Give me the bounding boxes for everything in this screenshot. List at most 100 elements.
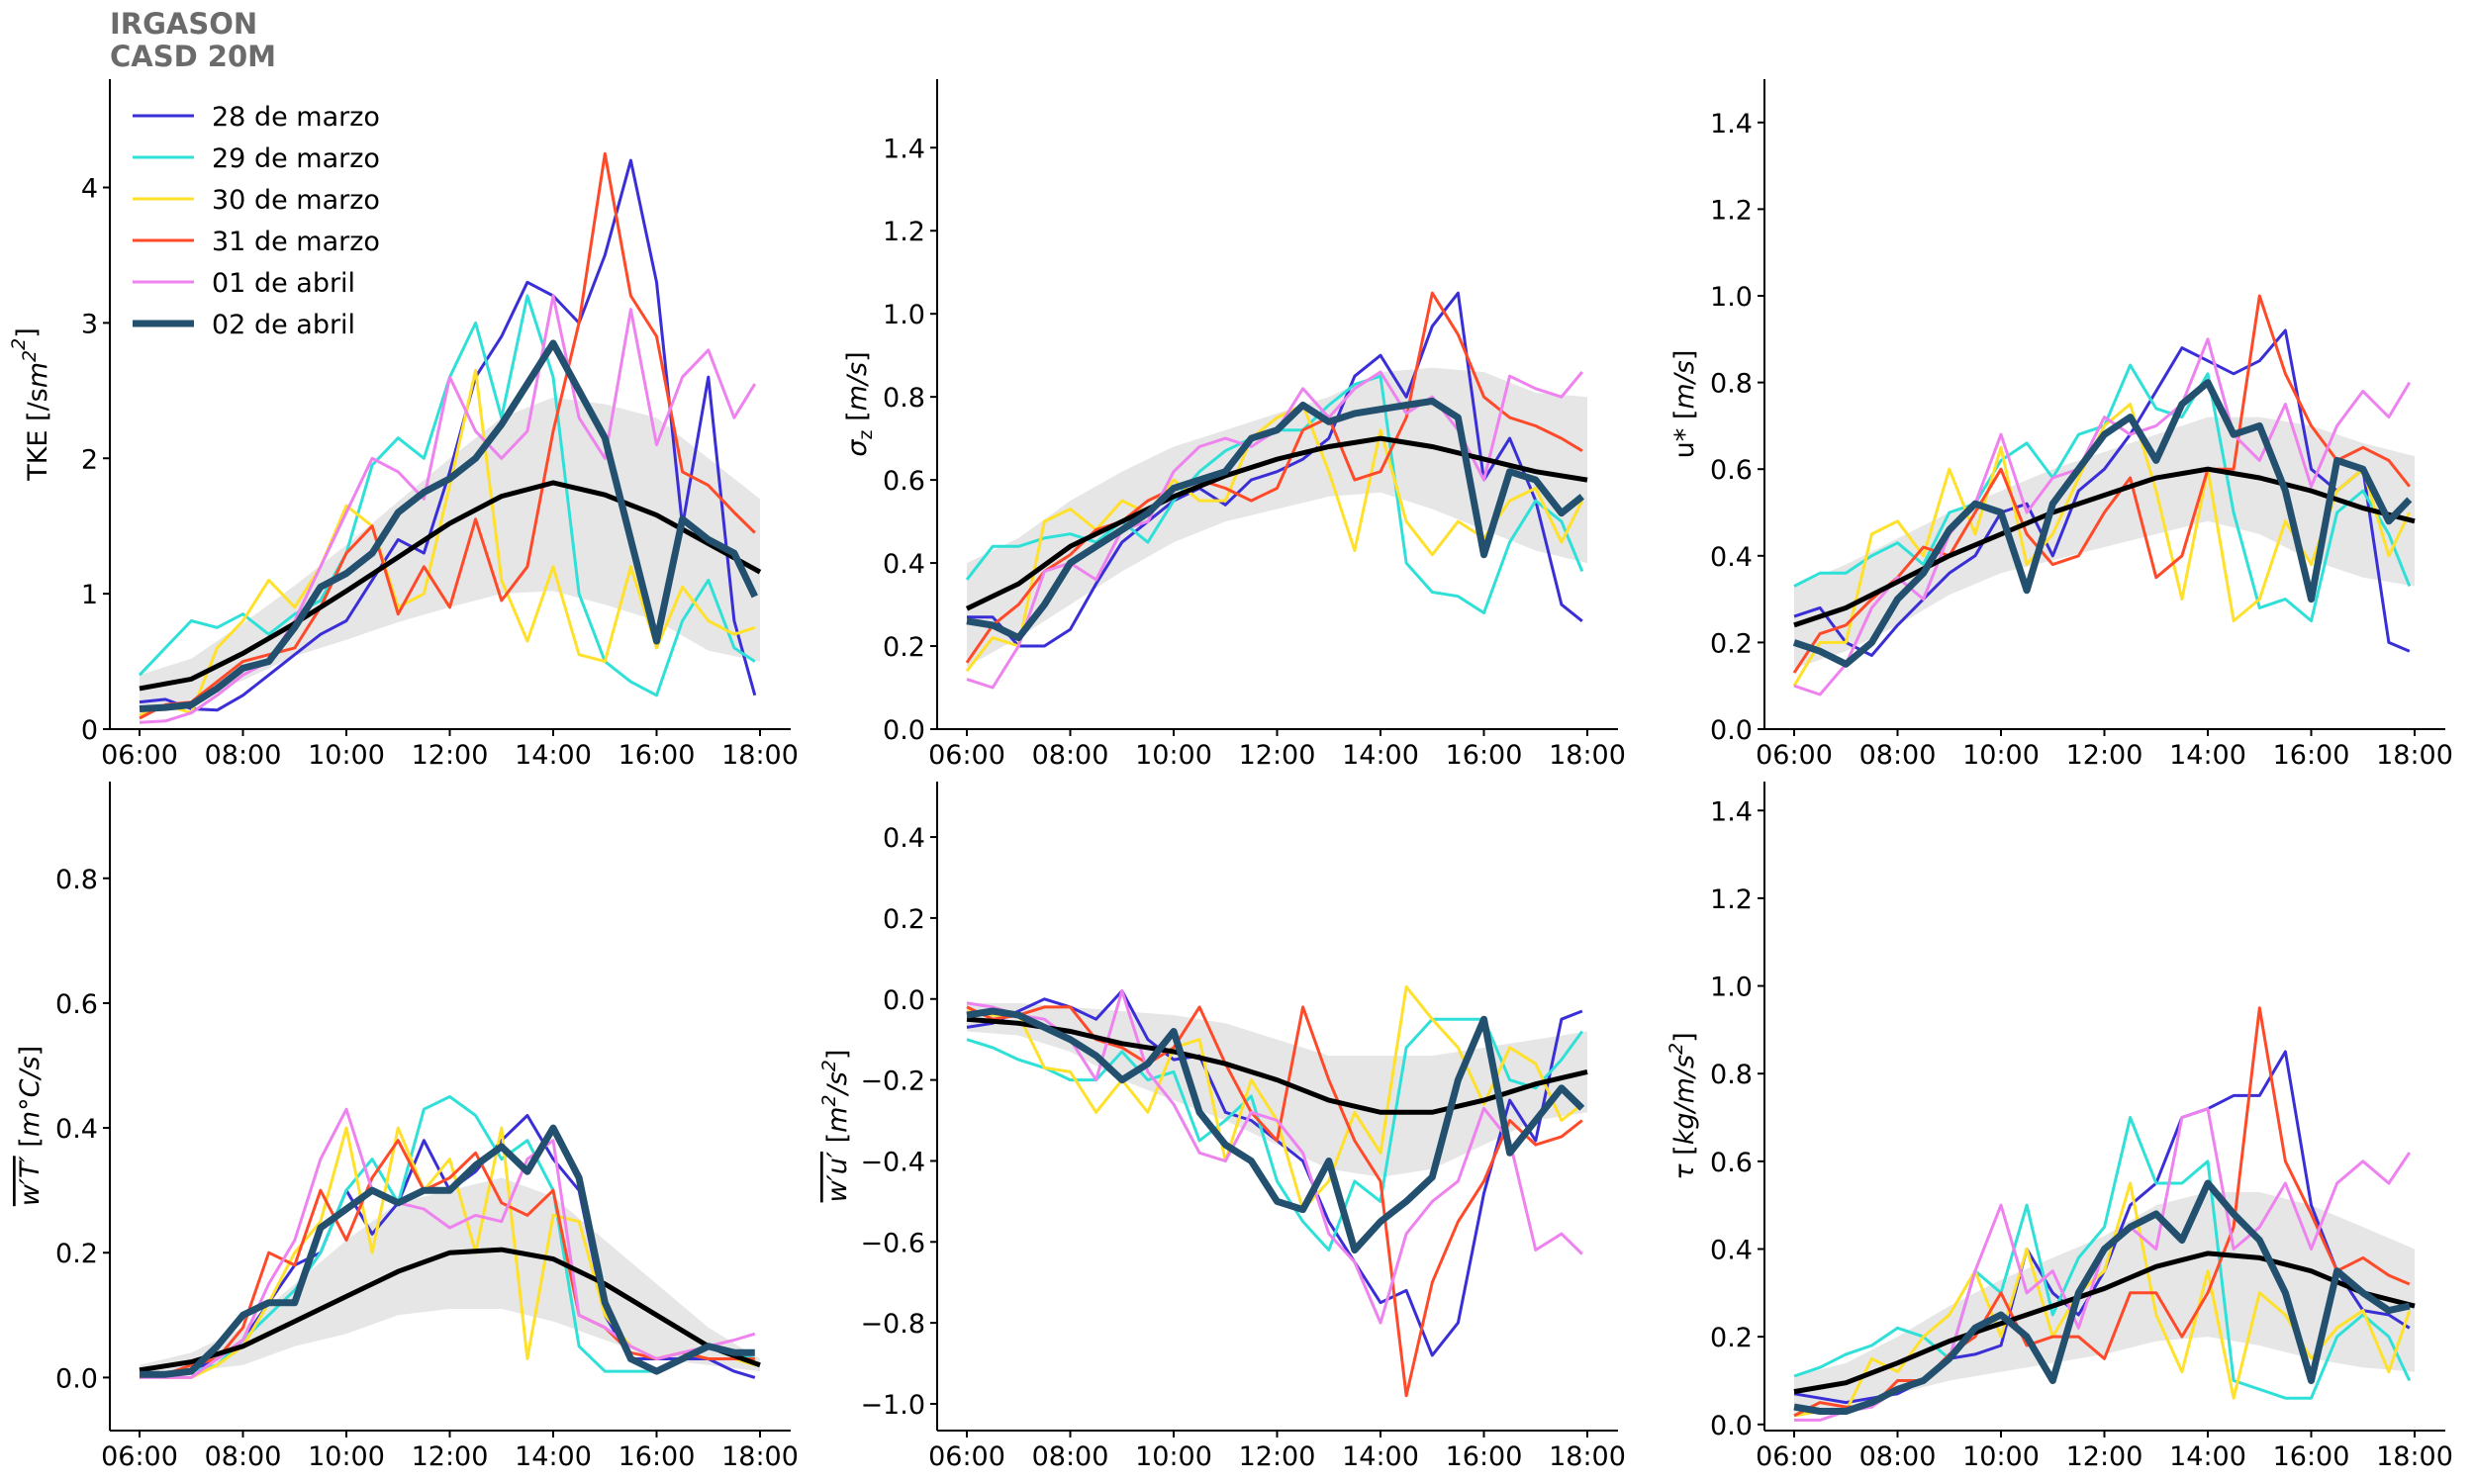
mean-line bbox=[966, 1016, 1588, 1115]
panel-wT: 0.0 0.2 0.4 0.6 0.8 06:00 08:00 10:00 12:00 14:00… bbox=[15, 782, 799, 1472]
y-tick-label: 2 bbox=[81, 444, 98, 475]
y-tick-label: 1 bbox=[81, 580, 98, 610]
y-tick-label: 1.2 bbox=[883, 217, 925, 247]
y-tick-label: 0 bbox=[81, 715, 98, 746]
figure-title-line1: IRGASON bbox=[110, 7, 258, 41]
y-tick-label: −0.6 bbox=[860, 1228, 925, 1258]
y-tick-label: 1.0 bbox=[883, 300, 925, 330]
x-tick-label: 06:00 bbox=[101, 740, 178, 771]
y-tick-label: 1.2 bbox=[1710, 884, 1753, 915]
y-tick-label: 4 bbox=[81, 174, 98, 205]
legend-item: 02 de abril bbox=[133, 310, 355, 340]
x-tick-label: 14:00 bbox=[515, 1441, 592, 1472]
series-line-28-de-marzo bbox=[139, 158, 757, 712]
x-tick-label: 16:00 bbox=[618, 740, 696, 771]
x-tick-label: 10:00 bbox=[1135, 1441, 1212, 1472]
legend-item: 01 de abril bbox=[133, 268, 355, 299]
y-tick-label: 0.0 bbox=[1710, 1411, 1753, 1441]
y-tick-label: 0.4 bbox=[55, 1114, 98, 1145]
legend-label: 29 de marzo bbox=[212, 143, 380, 174]
series-line-02-de-abril bbox=[966, 397, 1584, 642]
y-tick-label: 0.4 bbox=[1710, 1235, 1753, 1265]
y-tick-label: 1.0 bbox=[1710, 282, 1753, 313]
x-tick-label: 08:00 bbox=[1859, 1441, 1937, 1472]
x-tick-label: 12:00 bbox=[1239, 740, 1316, 771]
y-tick-label: 0.2 bbox=[55, 1239, 98, 1269]
x-tick-label: 14:00 bbox=[515, 740, 592, 771]
y-axis-label: TKE [/sm22] bbox=[8, 327, 53, 482]
legend-label: 01 de abril bbox=[212, 268, 355, 299]
panel-u_star: 0.0 0.2 0.4 0.6 0.8 1.0 1.2 1.4 06:00 08:00 10:00 1… bbox=[1669, 79, 2453, 771]
y-tick-label: −0.2 bbox=[860, 1067, 925, 1097]
y-axis-label: w′T′ [m°C/s] bbox=[15, 1046, 46, 1206]
series-line-02-de-abril bbox=[966, 1007, 1585, 1253]
legend-item: 29 de marzo bbox=[133, 143, 380, 174]
series-line-02-de-abril bbox=[140, 1124, 755, 1378]
series-line-02-de-abril bbox=[139, 339, 758, 712]
x-tick-label: 08:00 bbox=[205, 740, 282, 771]
legend-item: 30 de marzo bbox=[133, 185, 380, 216]
x-tick-label: 08:00 bbox=[1859, 740, 1937, 771]
series-line-01-de-abril bbox=[1793, 337, 2412, 696]
legend-label: 28 de marzo bbox=[212, 102, 380, 133]
y-tick-label: 0.6 bbox=[883, 466, 925, 497]
x-tick-label: 06:00 bbox=[1756, 740, 1833, 771]
x-tick-label: 14:00 bbox=[2169, 1441, 2246, 1472]
x-tick-label: 06:00 bbox=[1756, 1441, 1833, 1472]
y-tick-label: 0.2 bbox=[883, 904, 925, 935]
y-tick-label: 0.6 bbox=[1710, 1148, 1753, 1178]
y-tick-label: 0.0 bbox=[883, 985, 925, 1016]
x-tick-label: 18:00 bbox=[1549, 1441, 1626, 1472]
spread-band bbox=[967, 367, 1587, 667]
series-line-01-de-abril bbox=[140, 1107, 756, 1379]
series-line-01-de-abril bbox=[139, 294, 757, 724]
series-line-31-de-marzo bbox=[965, 291, 1583, 664]
x-tick-label: 18:00 bbox=[2376, 740, 2453, 771]
series-line-30-de-marzo bbox=[1793, 1181, 2412, 1418]
x-tick-label: 16:00 bbox=[618, 1441, 696, 1472]
x-tick-label: 06:00 bbox=[101, 1441, 178, 1472]
x-tick-label: 12:00 bbox=[412, 1441, 489, 1472]
panel-tau: 0.0 0.2 0.4 0.6 0.8 1.0 1.2 1.4 06:00 08:00 10:00 1… bbox=[1665, 782, 2453, 1472]
x-tick-label: 10:00 bbox=[1962, 740, 2040, 771]
x-tick-label: 06:00 bbox=[928, 1441, 1005, 1472]
panel-wu: −1.0 −0.8 −0.6 −0.4 −0.2 0.0 0.2 0.4 06:00 08:00 1… bbox=[818, 782, 1626, 1472]
figure-title: IRGASON CASD 20M bbox=[110, 8, 276, 73]
figure-title-line2: CASD 20M bbox=[110, 40, 276, 73]
x-tick-label: 10:00 bbox=[1135, 740, 1212, 771]
y-tick-label: 0.8 bbox=[1710, 369, 1753, 400]
x-tick-label: 06:00 bbox=[928, 740, 1005, 771]
x-tick-label: 10:00 bbox=[308, 1441, 385, 1472]
y-tick-label: 0.0 bbox=[883, 715, 925, 746]
x-tick-label: 10:00 bbox=[308, 740, 385, 771]
x-tick-label: 18:00 bbox=[721, 1441, 799, 1472]
x-tick-label: 14:00 bbox=[1342, 740, 1419, 771]
panel-tke: 0 1 2 3 4 06:00 08:00 10:00 12:00 14:00 16:00 18:00… bbox=[8, 79, 799, 771]
x-tick-label: 14:00 bbox=[2169, 740, 2246, 771]
mean-line bbox=[1793, 466, 2416, 628]
legend-label: 30 de marzo bbox=[212, 185, 380, 216]
x-tick-label: 16:00 bbox=[1446, 1441, 1523, 1472]
y-tick-label: −1.0 bbox=[860, 1390, 925, 1421]
mean-line bbox=[139, 480, 762, 692]
y-tick-label: 0.2 bbox=[1710, 628, 1753, 659]
x-tick-label: 08:00 bbox=[1032, 1441, 1109, 1472]
x-tick-label: 12:00 bbox=[2066, 740, 2143, 771]
legend: 28 de marzo 29 de marzo 30 de marzo 31 de m… bbox=[133, 102, 380, 340]
series-line-31-de-marzo bbox=[1793, 1006, 2411, 1418]
legend-item: 28 de marzo bbox=[133, 102, 380, 133]
y-tick-label: 1.4 bbox=[1710, 109, 1753, 139]
y-tick-label: 0.4 bbox=[883, 549, 925, 580]
y-tick-label: 0.6 bbox=[55, 989, 98, 1020]
y-axis-label: τ [kg/m/s2] bbox=[1665, 1032, 1700, 1179]
x-tick-label: 18:00 bbox=[2376, 1441, 2453, 1472]
x-tick-label: 08:00 bbox=[1032, 740, 1109, 771]
panel-sigma_z: 0.0 0.2 0.4 0.6 0.8 1.0 1.2 1.4 06:00 08:00 10:00 1… bbox=[842, 79, 1626, 771]
y-tick-label: −0.4 bbox=[860, 1147, 925, 1177]
y-tick-label: 0.2 bbox=[1710, 1323, 1753, 1353]
y-tick-label: 3 bbox=[81, 309, 98, 339]
y-tick-label: 0.0 bbox=[1710, 715, 1753, 746]
mean-line bbox=[965, 435, 1588, 611]
y-axis-label: w′u′ [m2/s2] bbox=[818, 1050, 853, 1203]
